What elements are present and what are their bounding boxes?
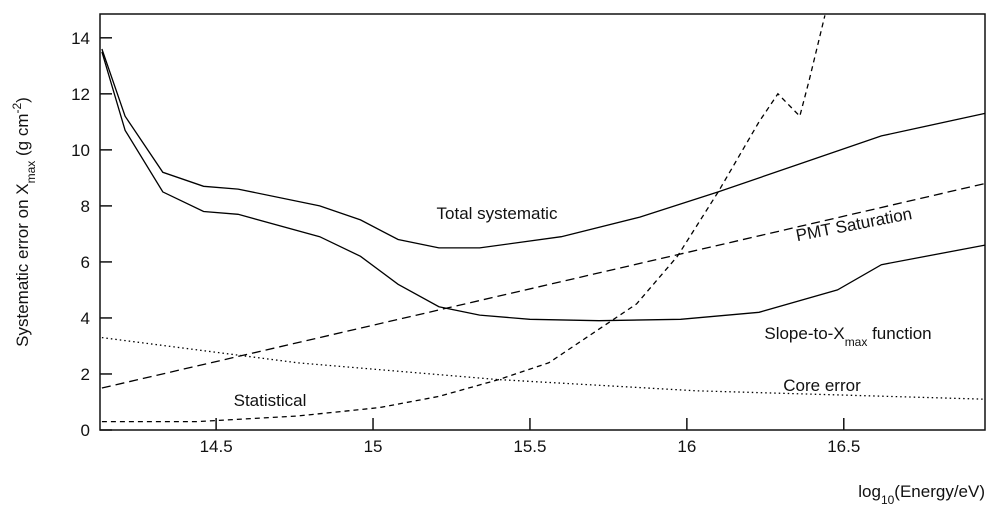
- y-tick-label: 4: [81, 309, 90, 328]
- series-line: [101, 51, 986, 322]
- series-line: [101, 48, 986, 249]
- y-tick-label: 14: [71, 29, 90, 48]
- y-tick-label: 2: [81, 365, 90, 384]
- annotation: PMT Saturation: [794, 204, 913, 245]
- y-label-sup: -2: [10, 102, 24, 113]
- y-label-sub: max: [24, 161, 38, 184]
- annotation: Total systematic: [437, 204, 558, 223]
- series-line: [101, 15, 826, 423]
- y-tick-label: 6: [81, 253, 90, 272]
- x-label-sub: 10: [881, 493, 895, 507]
- annotation-sub: max: [845, 335, 868, 349]
- y-axis-label: Systematic error on Xmax (g cm-2): [10, 97, 38, 347]
- y-label-part: ): [13, 97, 32, 103]
- x-tick-label: 16: [677, 437, 696, 456]
- y-label-part: (g cm: [13, 113, 32, 160]
- x-tick-label: 15.5: [513, 437, 546, 456]
- annotation: Core error: [783, 376, 861, 395]
- x-label-part: (Energy/eV): [894, 482, 985, 501]
- series-line: [101, 336, 986, 400]
- y-tick-label: 0: [81, 421, 90, 440]
- x-tick-label: 16.5: [827, 437, 860, 456]
- x-label-part: log: [858, 482, 881, 501]
- series-line: [101, 182, 986, 389]
- y-tick-label: 10: [71, 141, 90, 160]
- y-tick-label: 8: [81, 197, 90, 216]
- y-tick-label: 12: [71, 85, 90, 104]
- annotation: Statistical: [234, 391, 307, 410]
- annotation-part: function: [867, 324, 931, 343]
- plot-frame: [99, 13, 986, 431]
- x-tick-label: 14.5: [200, 437, 233, 456]
- annotation-part: Slope-to-X: [764, 324, 844, 343]
- x-tick-label: 15: [364, 437, 383, 456]
- x-axis-label: log10(Energy/eV): [858, 482, 985, 507]
- y-label-part: Systematic error on X: [13, 183, 32, 346]
- annotation: Slope-to-Xmax function: [764, 324, 931, 349]
